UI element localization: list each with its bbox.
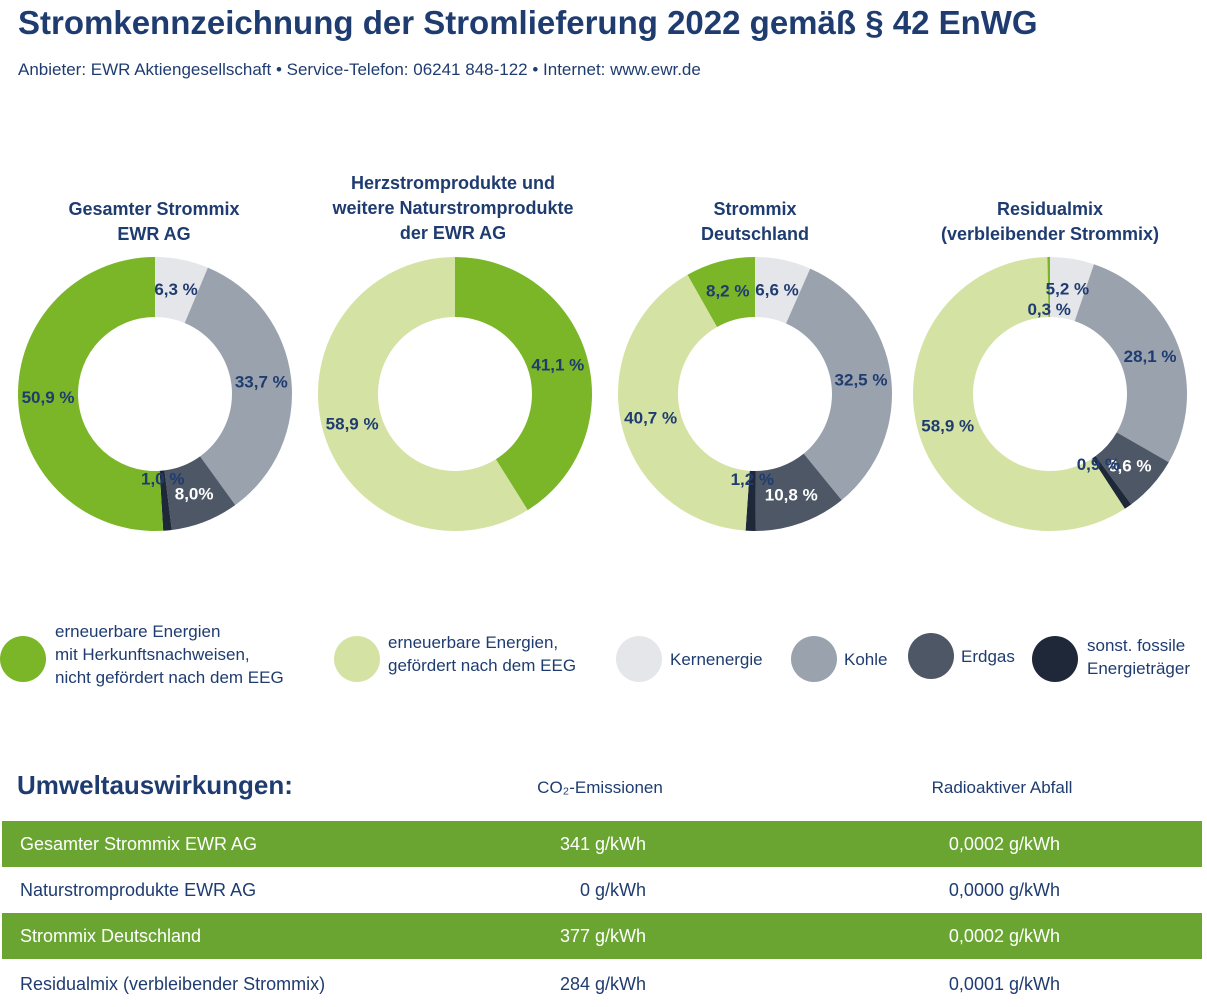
donut-slice-ee_eeg bbox=[617, 274, 750, 531]
table-row: Gesamter Strommix EWR AG 341 g/kWh 0,000… bbox=[2, 821, 1202, 867]
donut-label-ee_hkn: 8,2 % bbox=[706, 282, 749, 301]
env-heading: Umweltauswirkungen: bbox=[17, 770, 293, 800]
donut-slice-erdgas bbox=[755, 453, 842, 531]
donut-slice-ee_hkn bbox=[1047, 257, 1050, 318]
donut-label-ee_eeg: 58,9 % bbox=[326, 415, 379, 434]
chart-title-gesamt: Gesamter Strommix EWR AG bbox=[68, 199, 240, 244]
donut-slice-sonst bbox=[1092, 456, 1132, 509]
row-radio: 0,0002 g/kWh bbox=[948, 926, 1060, 946]
row-name: Residualmix (verbleibender Strommix) bbox=[20, 974, 326, 994]
donut-slice-kohle bbox=[786, 268, 893, 501]
donut-slice-erdgas bbox=[1095, 432, 1169, 505]
col-head-radio: Radioaktiver Abfall bbox=[931, 778, 1073, 797]
table-row: Residualmix (verbleibender Strommix) 284… bbox=[2, 961, 1202, 1007]
donut-label-erdgas: 8,0% bbox=[175, 485, 214, 504]
donut-label-erdgas: 10,8 % bbox=[765, 486, 818, 505]
donut-label-kohle: 33,7 % bbox=[235, 373, 288, 392]
legend-label: Erdgas bbox=[961, 647, 1015, 666]
donut-label-kern: 5,2 % bbox=[1046, 279, 1089, 298]
donut-slice-erdgas bbox=[164, 456, 236, 530]
donut-label-sonst: 1,0 % bbox=[141, 470, 184, 489]
donut-label-ee_hkn: 50,9 % bbox=[22, 388, 75, 407]
row-radio: 0,0002 g/kWh bbox=[948, 834, 1060, 854]
donut-label-ee_hkn: 0,3 % bbox=[1027, 300, 1070, 319]
legend-swatch bbox=[791, 636, 837, 682]
row-co2: 377 g/kWh bbox=[559, 926, 646, 946]
donut-slice-ee_eeg bbox=[317, 257, 528, 531]
table-row: Naturstromprodukte EWR AG 0 g/kWh 0,0000… bbox=[2, 867, 1202, 913]
donut-charts: 6,3 % 33,7 % 8,0%1,0 % 50,9 % 41,1 % 58,9 % 6,… bbox=[17, 257, 1187, 532]
donut-slice-kern bbox=[755, 257, 811, 324]
donut-slice-kern bbox=[1050, 257, 1094, 322]
table-row: Strommix Deutschland 377 g/kWh 0,0002 g/… bbox=[2, 913, 1202, 959]
donut-label-kohle: 28,1 % bbox=[1124, 347, 1177, 366]
donut-label-sonst: 1,2 % bbox=[731, 470, 774, 489]
donut-slice-ee_hkn bbox=[455, 257, 592, 511]
chart-title-natur: Herzstromprodukte und weitere Naturstrom… bbox=[332, 173, 574, 243]
legend-swatch bbox=[0, 636, 46, 682]
row-co2: 284 g/kWh bbox=[559, 974, 646, 994]
legend-swatch bbox=[334, 636, 380, 682]
chart-title-residual: Residualmix (verbleibender Strommix) bbox=[940, 199, 1160, 244]
legend-label: Kernenergie bbox=[670, 650, 763, 669]
legend-swatch bbox=[616, 636, 662, 682]
legend-swatch bbox=[908, 633, 954, 679]
donut-slice-ee_eeg bbox=[913, 257, 1125, 531]
legend-label: erneuerbare Energien mit Herkunftsnachwe… bbox=[55, 622, 284, 687]
page-title: Stromkennzeichnung der Stromlieferung 20… bbox=[18, 4, 1038, 41]
row-radio: 0,0001 g/kWh bbox=[948, 974, 1060, 994]
legend-label: sonst. fossile Energieträger bbox=[1087, 636, 1191, 678]
legend-label: Kohle bbox=[844, 650, 888, 669]
donut-slice-kohle bbox=[184, 267, 293, 506]
donut-label-kohle: 32,5 % bbox=[835, 371, 888, 390]
row-co2: 0 g/kWh bbox=[579, 880, 646, 900]
donut-slice-ee_hkn bbox=[17, 257, 164, 531]
row-name: Gesamter Strommix EWR AG bbox=[20, 834, 258, 854]
legend-swatch bbox=[1032, 636, 1078, 682]
col-head-co2: CO₂-Emissionen bbox=[537, 778, 663, 797]
row-radio: 0,0000 g/kWh bbox=[948, 880, 1060, 900]
row-name: Naturstromprodukte EWR AG bbox=[20, 880, 257, 900]
row-co2: 341 g/kWh bbox=[559, 834, 646, 854]
donut-label-sonst: 0,9 % bbox=[1077, 455, 1120, 474]
donut-slice-kern bbox=[155, 257, 208, 323]
chart-title-deutschland: Strommix Deutschland bbox=[700, 199, 810, 244]
donut-label-kern: 6,6 % bbox=[755, 280, 798, 299]
donut-label-ee_eeg: 40,7 % bbox=[624, 409, 677, 428]
donut-slice-ee_hkn bbox=[687, 257, 755, 327]
donut-label-erdgas: 6,6 % bbox=[1108, 456, 1151, 475]
donut-label-ee_hkn: 41,1 % bbox=[531, 355, 584, 374]
donut-slice-kohle bbox=[1074, 264, 1187, 463]
row-name: Strommix Deutschland bbox=[20, 926, 202, 946]
donut-slice-sonst bbox=[159, 470, 172, 531]
legend-label: erneuerbare Energien, gefördert nach dem… bbox=[388, 633, 577, 675]
page-subtitle: Anbieter: EWR Aktiengesellschaft • Servi… bbox=[18, 60, 701, 79]
donut-label-kern: 6,3 % bbox=[154, 280, 197, 299]
donut-label-ee_eeg: 58,9 % bbox=[921, 416, 974, 435]
donut-slice-sonst bbox=[745, 470, 756, 532]
